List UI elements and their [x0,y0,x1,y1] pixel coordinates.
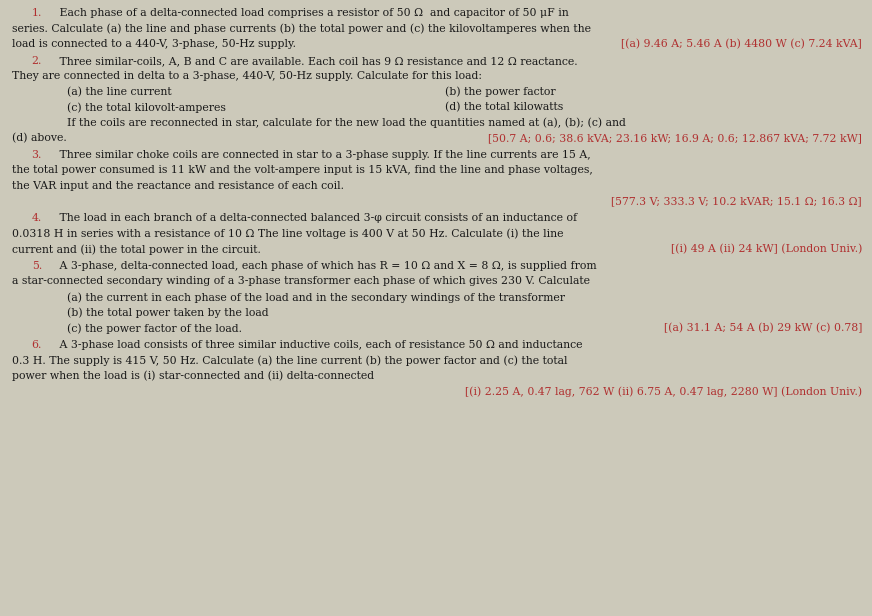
Text: series. Calculate (a) the line and phase currents (b) the total power and (c) th: series. Calculate (a) the line and phase… [12,23,591,34]
Text: (c) the total kilovolt-amperes: (c) the total kilovolt-amperes [67,102,226,113]
Text: a star-connected secondary winding of a 3-phase transformer each phase of which : a star-connected secondary winding of a … [12,277,590,286]
Text: [577.3 V; 333.3 V; 10.2 kVAR; 15.1 Ω; 16.3 Ω]: [577.3 V; 333.3 V; 10.2 kVAR; 15.1 Ω; 16… [611,197,862,206]
Text: the total power consumed is 11 kW and the volt-ampere input is 15 kVA, find the : the total power consumed is 11 kW and th… [12,166,593,176]
Text: The load in each branch of a delta-connected balanced 3-φ circuit consists of an: The load in each branch of a delta-conne… [56,213,577,223]
Text: 0.0318 H in series with a resistance of 10 Ω The line voltage is 400 V at 50 Hz.: 0.0318 H in series with a resistance of … [12,229,563,239]
Text: 2.: 2. [31,55,42,66]
Text: 0.3 H. The supply is 415 V, 50 Hz. Calculate (a) the line current (b) the power : 0.3 H. The supply is 415 V, 50 Hz. Calcu… [12,355,568,366]
Text: [(a) 9.46 A; 5.46 A (b) 4480 W (c) 7.24 kVA]: [(a) 9.46 A; 5.46 A (b) 4480 W (c) 7.24 … [621,39,862,49]
Text: Three similar choke coils are connected in star to a 3-phase supply. If the line: Three similar choke coils are connected … [56,150,590,160]
Text: power when the load is (i) star-connected and (ii) delta-connected: power when the load is (i) star-connecte… [12,371,374,381]
Text: If the coils are reconnected in star, calculate for the new load the quantities : If the coils are reconnected in star, ca… [67,118,626,128]
Text: A 3-phase, delta-connected load, each phase of which has R = 10 Ω and X = 8 Ω, i: A 3-phase, delta-connected load, each ph… [56,261,596,271]
Text: A 3-phase load consists of three similar inductive coils, each of resistance 50 : A 3-phase load consists of three similar… [56,339,582,350]
Text: [(a) 31.1 A; 54 A (b) 29 kW (c) 0.78]: [(a) 31.1 A; 54 A (b) 29 kW (c) 0.78] [664,323,862,333]
Text: They are connected in delta to a 3-phase, 440-V, 50-Hz supply. Calculate for thi: They are connected in delta to a 3-phase… [12,71,482,81]
Text: 5.: 5. [31,261,42,271]
Text: load is connected to a 440-V, 3-phase, 50-Hz supply.: load is connected to a 440-V, 3-phase, 5… [12,39,296,49]
Text: 6.: 6. [31,339,42,350]
Text: Each phase of a delta-connected load comprises a resistor of 50 Ω  and capacitor: Each phase of a delta-connected load com… [56,8,569,18]
Text: [50.7 A; 0.6; 38.6 kVA; 23.16 kW; 16.9 A; 0.6; 12.867 kVA; 7.72 kW]: [50.7 A; 0.6; 38.6 kVA; 23.16 kW; 16.9 A… [488,133,862,144]
Text: (b) the total power taken by the load: (b) the total power taken by the load [67,307,269,318]
Text: the VAR input and the reactance and resistance of each coil.: the VAR input and the reactance and resi… [12,181,344,191]
Text: (b) the power factor: (b) the power factor [445,87,555,97]
Text: current and (ii) the total power in the circuit.: current and (ii) the total power in the … [12,244,261,255]
Text: 1.: 1. [31,8,42,18]
Text: (a) the current in each phase of the load and in the secondary windings of the t: (a) the current in each phase of the loa… [67,292,565,302]
Text: 3.: 3. [31,150,42,160]
Text: (c) the power factor of the load.: (c) the power factor of the load. [67,323,242,333]
Text: Three similar-coils, A, B and C are available. Each coil has 9 Ω resistance and : Three similar-coils, A, B and C are avai… [56,55,577,66]
Text: [(i) 49 A (ii) 24 kW] (London Univ.): [(i) 49 A (ii) 24 kW] (London Univ.) [671,244,862,254]
Text: (d) above.: (d) above. [12,133,67,144]
Text: (a) the line current: (a) the line current [67,87,172,97]
Text: 4.: 4. [31,213,42,223]
Text: [(i) 2.25 A, 0.47 lag, 762 W (ii) 6.75 A, 0.47 lag, 2280 W] (London Univ.): [(i) 2.25 A, 0.47 lag, 762 W (ii) 6.75 A… [465,386,862,397]
Text: (d) the total kilowatts: (d) the total kilowatts [445,102,563,113]
